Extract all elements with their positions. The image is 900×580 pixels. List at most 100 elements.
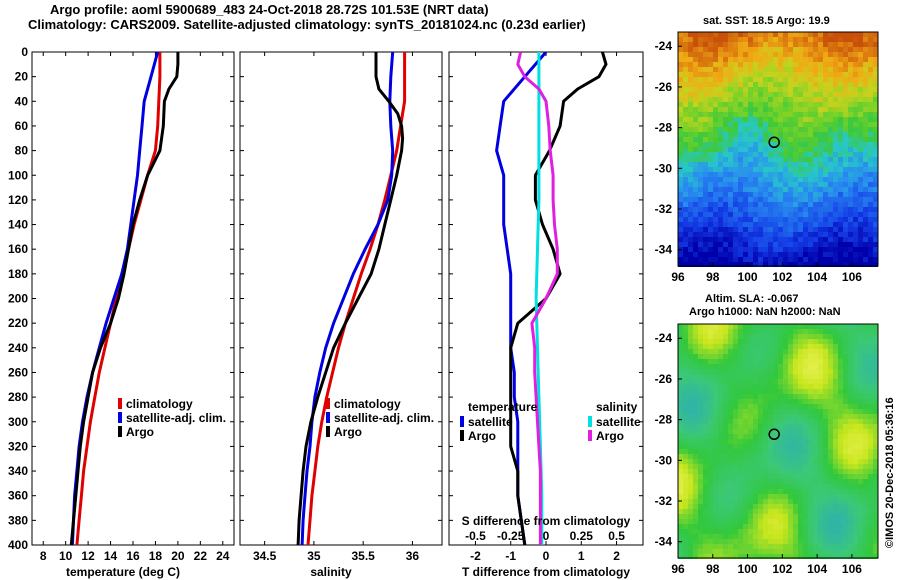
map-cell (868, 509, 873, 514)
map-cell (733, 167, 738, 172)
map-cell (688, 237, 693, 242)
map-cell (808, 87, 813, 92)
map-cell (868, 394, 873, 399)
map-cell (798, 182, 803, 187)
map-cell (703, 127, 708, 132)
map-cell (873, 242, 878, 247)
map-cell (683, 329, 688, 334)
map-cell (818, 489, 823, 494)
map-cell (803, 112, 808, 117)
map-cell (863, 247, 868, 252)
map-cell (698, 152, 703, 157)
map-cell (678, 389, 683, 394)
map-cell (728, 102, 733, 107)
map-cell (723, 449, 728, 454)
map-cell (728, 172, 733, 177)
map-cell (683, 429, 688, 434)
map-cell (758, 349, 763, 354)
map-cell (708, 339, 713, 344)
map-cell (738, 344, 743, 349)
map-cell (838, 252, 843, 257)
map-cell (828, 394, 833, 399)
map-cell (703, 554, 708, 559)
map-cell (788, 554, 793, 559)
map-cell (778, 112, 783, 117)
map-cell (863, 504, 868, 509)
map-cell (733, 227, 738, 232)
map-cell (693, 414, 698, 419)
map-cell (753, 82, 758, 87)
map-cell (818, 127, 823, 132)
map-cell (713, 439, 718, 444)
map-cell (713, 37, 718, 42)
diff-xlabel: T difference from climatology (462, 565, 630, 579)
map-cell (718, 524, 723, 529)
map-cell (693, 479, 698, 484)
map-cell (813, 127, 818, 132)
map-cell (843, 379, 848, 384)
map-cell (728, 52, 733, 57)
map-cell (863, 534, 868, 539)
map-cell (828, 107, 833, 112)
map-cell (838, 232, 843, 237)
map-cell (738, 197, 743, 202)
map-cell (718, 354, 723, 359)
map-cell (808, 167, 813, 172)
map-cell (783, 489, 788, 494)
map-cell (723, 399, 728, 404)
map-cell (813, 102, 818, 107)
map-cell (813, 222, 818, 227)
map-cell (798, 324, 803, 329)
map-cell (868, 549, 873, 554)
map-cell (693, 449, 698, 454)
map-cell (823, 329, 828, 334)
map-cell (763, 374, 768, 379)
map-cell (703, 479, 708, 484)
map-cell (813, 242, 818, 247)
map-cell (733, 92, 738, 97)
map-cell (753, 32, 758, 37)
map-cell (848, 187, 853, 192)
map-cell (873, 349, 878, 354)
map-cell (703, 77, 708, 82)
map-cell (758, 227, 763, 232)
map-cell (788, 514, 793, 519)
map-cell (853, 47, 858, 52)
map-cell (803, 354, 808, 359)
map-cell (678, 519, 683, 524)
map-cell (838, 499, 843, 504)
map-cell (833, 399, 838, 404)
map-cell (813, 112, 818, 117)
map-cell (723, 132, 728, 137)
map-cell (733, 62, 738, 67)
map-cell (813, 519, 818, 524)
map-cell (693, 554, 698, 559)
map-cell (838, 157, 843, 162)
map-cell (858, 399, 863, 404)
map-cell (723, 192, 728, 197)
map-cell (678, 37, 683, 42)
map-cell (858, 334, 863, 339)
map-cell (733, 504, 738, 509)
map-cell (718, 324, 723, 329)
map-cell (743, 82, 748, 87)
map-cell (858, 374, 863, 379)
map-cell (768, 394, 773, 399)
map-cell (753, 252, 758, 257)
map-cell (698, 454, 703, 459)
map-cell (683, 479, 688, 484)
map-cell (678, 394, 683, 399)
map-cell (853, 57, 858, 62)
map-cell (758, 554, 763, 559)
map-cell (748, 227, 753, 232)
map-cell (733, 237, 738, 242)
map-cell (858, 484, 863, 489)
map-cell (713, 52, 718, 57)
map-cell (838, 429, 843, 434)
map-cell (718, 162, 723, 167)
map-cell (763, 454, 768, 459)
map-cell (728, 384, 733, 389)
map-cell (863, 334, 868, 339)
map-cell (863, 222, 868, 227)
map-cell (708, 409, 713, 414)
